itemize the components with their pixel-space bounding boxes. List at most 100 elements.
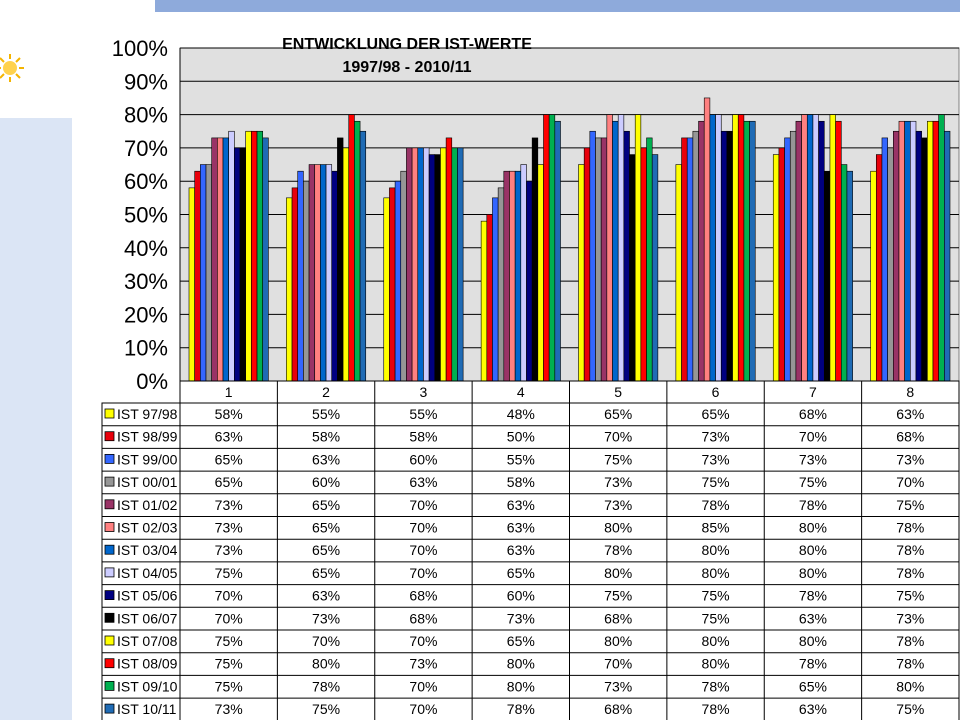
legend-swatch [104, 635, 115, 646]
legend-swatch [104, 681, 115, 691]
y-axis-ticks: 0% 10% 20% 30% 40% 50% 60% 70% 80% 90% 100% [112, 36, 168, 394]
table-cell: 80% [604, 633, 632, 649]
legend-swatch [104, 658, 115, 669]
y-tick-label: 70% [124, 136, 168, 161]
y-tick-label: 100% [112, 36, 168, 61]
table-cell: 70% [409, 678, 437, 694]
table-cell: 73% [215, 701, 243, 717]
table-cell: 78% [702, 678, 730, 694]
table-cell: 65% [312, 565, 340, 581]
table-cell: 78% [896, 520, 924, 536]
bar [383, 197, 390, 382]
bar [291, 187, 299, 382]
table-cell: 73% [896, 451, 924, 467]
table-cell: 58% [215, 406, 243, 422]
table-cell: 50% [507, 429, 535, 445]
sun-logo-icon [0, 54, 24, 82]
bar [823, 170, 831, 382]
legend-entry: IST 98/99 [117, 429, 178, 445]
legend-entry: IST 97/98 [117, 406, 178, 422]
bar [932, 120, 939, 382]
legend-swatch [104, 476, 115, 487]
table-cell: 78% [799, 588, 827, 604]
y-tick-label: 30% [124, 269, 168, 294]
bar-chart: 0% 10% 20% 30% 40% 50% 60% 70% 80% 90% 100% ENTWIC… [101, 36, 960, 720]
bar [617, 114, 625, 382]
table-cell: 70% [604, 429, 632, 445]
y-tick-label: 10% [124, 336, 168, 361]
legend-swatch [104, 590, 115, 600]
table-cell: 78% [799, 497, 827, 513]
bar [217, 137, 224, 382]
table-cell: 78% [896, 542, 924, 558]
bar [589, 130, 596, 382]
bar [606, 114, 613, 382]
x-tick-label: 2 [322, 384, 330, 400]
table-cell: 75% [702, 588, 730, 604]
table-cell: 73% [215, 497, 243, 513]
bar [331, 170, 338, 382]
table-cell: 80% [312, 656, 340, 672]
y-tick-label: 60% [124, 169, 168, 194]
y-tick-label: 0% [136, 369, 168, 394]
bar [434, 154, 441, 382]
bar [211, 137, 218, 382]
table-cell: 75% [799, 474, 827, 490]
legend-entry: IST 08/09 [117, 656, 178, 672]
legend-entry: IST 10/11 [117, 701, 177, 717]
bar [234, 147, 241, 382]
table-cell: 75% [312, 701, 340, 717]
bar [846, 170, 853, 382]
bar [554, 120, 561, 382]
bar [915, 130, 922, 382]
table-cell: 65% [215, 451, 243, 467]
bar [394, 180, 402, 382]
table-cell: 65% [702, 406, 730, 422]
bar [789, 130, 797, 382]
bar [457, 147, 464, 382]
side-accent-band [0, 118, 72, 720]
bar [537, 164, 544, 382]
table-cell: 78% [896, 633, 924, 649]
legend-swatch [104, 431, 115, 442]
bar [325, 164, 333, 382]
bar [303, 180, 310, 382]
table-cell: 68% [604, 701, 632, 717]
table-cell: 73% [215, 520, 243, 536]
table-cell: 70% [604, 656, 632, 672]
bar [881, 137, 888, 382]
table-cell: 65% [312, 520, 340, 536]
bar [222, 137, 229, 382]
top-accent-band [155, 0, 960, 12]
bar [548, 114, 556, 382]
chart-title: ENTWICKLUNG DER IST-WERTE [282, 36, 532, 53]
bar [526, 180, 533, 382]
table-cell: 68% [409, 588, 437, 604]
bar [938, 114, 945, 382]
bar [921, 137, 928, 382]
table-cell: 73% [799, 451, 827, 467]
bar [389, 187, 396, 382]
table-cell: 73% [507, 610, 535, 626]
bar [640, 147, 647, 382]
table-cell: 73% [604, 678, 632, 694]
bar [320, 164, 327, 382]
table-cell: 78% [312, 678, 340, 694]
bar [835, 120, 842, 382]
table-cell: 63% [507, 497, 535, 513]
table-cell: 78% [702, 701, 730, 717]
bar [812, 114, 819, 382]
bar [583, 147, 591, 382]
bar [709, 114, 716, 382]
bar [314, 164, 321, 382]
table-cell: 70% [409, 497, 437, 513]
table-cell: 75% [896, 701, 924, 717]
y-tick-label: 40% [124, 236, 168, 261]
table-cell: 80% [702, 565, 730, 581]
bar [904, 120, 911, 382]
bar [944, 130, 951, 382]
table-cell: 80% [896, 678, 924, 694]
table-cell: 60% [409, 451, 437, 467]
table-cell: 63% [896, 406, 924, 422]
bar [870, 170, 877, 382]
